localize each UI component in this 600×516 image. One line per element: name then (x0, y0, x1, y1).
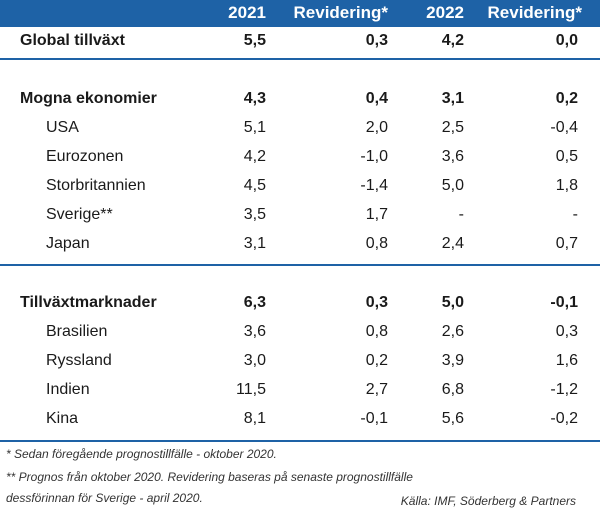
revision-2021: 1,7 (365, 206, 388, 223)
table-row: Japan 3,1 0,8 2,4 0,7 (0, 235, 600, 263)
header-2022: 2022 (426, 3, 464, 22)
value-2022: 2,5 (441, 119, 464, 136)
table-row: USA 5,1 2,0 2,5 -0,4 (0, 119, 600, 147)
table-row: Indien 11,5 2,7 6,8 -1,2 (0, 381, 600, 409)
revision-2021: 0,4 (365, 90, 388, 107)
revision-2021: 2,0 (365, 119, 388, 136)
value-2021: 5,1 (243, 119, 266, 136)
value-2022: 5,6 (441, 410, 464, 427)
value-2022: 6,8 (441, 381, 464, 398)
revision-2021: -1,0 (360, 148, 388, 165)
row-label: Ryssland (46, 352, 112, 369)
value-2021: 3,5 (243, 206, 266, 223)
revision-2021: 0,3 (365, 294, 388, 311)
section-divider (0, 58, 600, 60)
section-divider (0, 440, 600, 442)
value-2021: 4,3 (243, 90, 266, 107)
revision-2022: -0,4 (550, 119, 578, 136)
section-divider (0, 264, 600, 266)
footnote-revision: * Sedan föregående prognostillfälle - ok… (6, 447, 277, 461)
row-label: Japan (46, 235, 90, 252)
value-2022: - (458, 206, 464, 223)
value-2021: 5,5 (243, 32, 266, 49)
revision-2021: 0,8 (365, 235, 388, 252)
footnote-sweden: ** Prognos från oktober 2020. Revidering… (6, 470, 413, 484)
revision-2022: -0,1 (550, 294, 578, 311)
revision-2021: 0,2 (365, 352, 388, 369)
value-2022: 3,1 (441, 90, 464, 107)
revision-2021: 0,8 (365, 323, 388, 340)
row-label: Brasilien (46, 323, 108, 340)
row-label: USA (46, 119, 79, 136)
value-2021: 6,3 (243, 294, 266, 311)
table-row: Storbritannien 4,5 -1,4 5,0 1,8 (0, 177, 600, 205)
revision-2022: 0,5 (555, 148, 578, 165)
table-row: Kina 8,1 -0,1 5,6 -0,2 (0, 410, 600, 438)
table-row: Brasilien 3,6 0,8 2,6 0,3 (0, 323, 600, 351)
value-2021: 4,5 (243, 177, 266, 194)
value-2021: 3,6 (243, 323, 266, 340)
footnote-sweden-cont: dessförinnan för Sverige - april 2020. (6, 491, 203, 505)
revision-2022: 0,3 (555, 323, 578, 340)
value-2021: 3,0 (243, 352, 266, 369)
row-label: Mogna ekonomier (20, 90, 157, 107)
value-2021: 8,1 (243, 410, 266, 427)
source-note: Källa: IMF, Söderberg & Partners (400, 494, 576, 508)
revision-2022: 0,0 (555, 32, 578, 49)
row-label: Sverige** (46, 206, 113, 223)
header-revision-2021: Revidering* (293, 3, 388, 22)
value-2022: 5,0 (441, 294, 464, 311)
row-label: Kina (46, 410, 79, 427)
table-row: Eurozonen 4,2 -1,0 3,6 0,5 (0, 148, 600, 176)
table-header: 2021 Revidering* 2022 Revidering* (0, 0, 600, 27)
value-2021: 3,1 (243, 235, 266, 252)
value-2022: 5,0 (441, 177, 464, 194)
table-row-global: Global tillväxt 5,5 0,3 4,2 0,0 (0, 32, 600, 60)
header-2021: 2021 (228, 3, 266, 22)
row-label: Indien (46, 381, 90, 398)
row-label: Tillväxtmarknader (20, 294, 157, 311)
value-2021: 11,5 (236, 381, 266, 398)
revision-2021: -1,4 (360, 177, 388, 194)
revision-2022: 0,2 (555, 90, 578, 107)
value-2022: 3,6 (441, 148, 464, 165)
revision-2021: 0,3 (365, 32, 388, 49)
revision-2022: 0,7 (555, 235, 578, 252)
table-row: Sverige** 3,5 1,7 - - (0, 206, 600, 234)
revision-2022: - (572, 206, 578, 223)
header-revision-2022: Revidering* (487, 3, 582, 22)
row-label: Storbritannien (46, 177, 146, 194)
value-2022: 2,6 (441, 323, 464, 340)
value-2022: 2,4 (441, 235, 464, 252)
table-row-emerging: Tillväxtmarknader 6,3 0,3 5,0 -0,1 (0, 294, 600, 322)
revision-2022: -0,2 (550, 410, 578, 427)
revision-2021: -0,1 (360, 410, 388, 427)
revision-2022: -1,2 (550, 381, 578, 398)
revision-2022: 1,8 (555, 177, 578, 194)
value-2022: 4,2 (441, 32, 464, 49)
revision-2021: 2,7 (365, 381, 388, 398)
value-2021: 4,2 (243, 148, 266, 165)
row-label: Eurozonen (46, 148, 124, 165)
table-row-developed: Mogna ekonomier 4,3 0,4 3,1 0,2 (0, 90, 600, 118)
row-label: Global tillväxt (20, 32, 125, 49)
revision-2022: 1,6 (555, 352, 578, 369)
value-2022: 3,9 (441, 352, 464, 369)
table-row: Ryssland 3,0 0,2 3,9 1,6 (0, 352, 600, 380)
